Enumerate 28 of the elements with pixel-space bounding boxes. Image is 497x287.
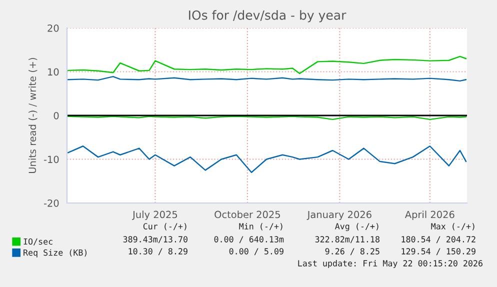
legend-label: Req Size (KB) [24, 249, 86, 258]
text: 0.00 / 5.09 [229, 248, 284, 256]
text: 389.43m/13.70 [123, 236, 188, 244]
line-series [67, 146, 467, 173]
y-tick-label: -20 [44, 199, 59, 207]
x-tick-label: July 2025 [132, 210, 178, 220]
legend-label: IO/sec [24, 238, 52, 246]
text: Last update: Fri May 22 00:15:20 2026 [298, 260, 482, 268]
text: 10.30 / 8.29 [128, 248, 188, 256]
chart-title: IOs for /dev/sda - by year [189, 10, 346, 22]
text: 180.54 / 204.72 [402, 236, 476, 244]
y-tick-label: 0 [54, 112, 59, 120]
y-axis-title: Units read (-) / write (+) [28, 58, 38, 174]
x-tick-label: October 2025 [214, 210, 280, 218]
x-tick-label: January 2026 [306, 210, 372, 220]
text: 9.26 / 8.25 [325, 248, 380, 256]
text: 0.00 / 640.13m [214, 236, 284, 244]
text: 129.54 / 150.29 [402, 248, 476, 256]
y-tick-label: 10 [48, 68, 59, 76]
y-tick-label: 20 [48, 24, 59, 32]
x-tick-label: April 2026 [404, 210, 454, 220]
text: Min (-/+) [239, 222, 282, 230]
text: Cur (-/+) [143, 223, 186, 230]
y-tick-label: -10 [44, 156, 59, 164]
text: Max (-/+) [431, 223, 474, 230]
text: Avg (-/+) [335, 222, 378, 232]
text: 322.82m/11.18 [315, 236, 380, 244]
line-series [67, 56, 467, 74]
